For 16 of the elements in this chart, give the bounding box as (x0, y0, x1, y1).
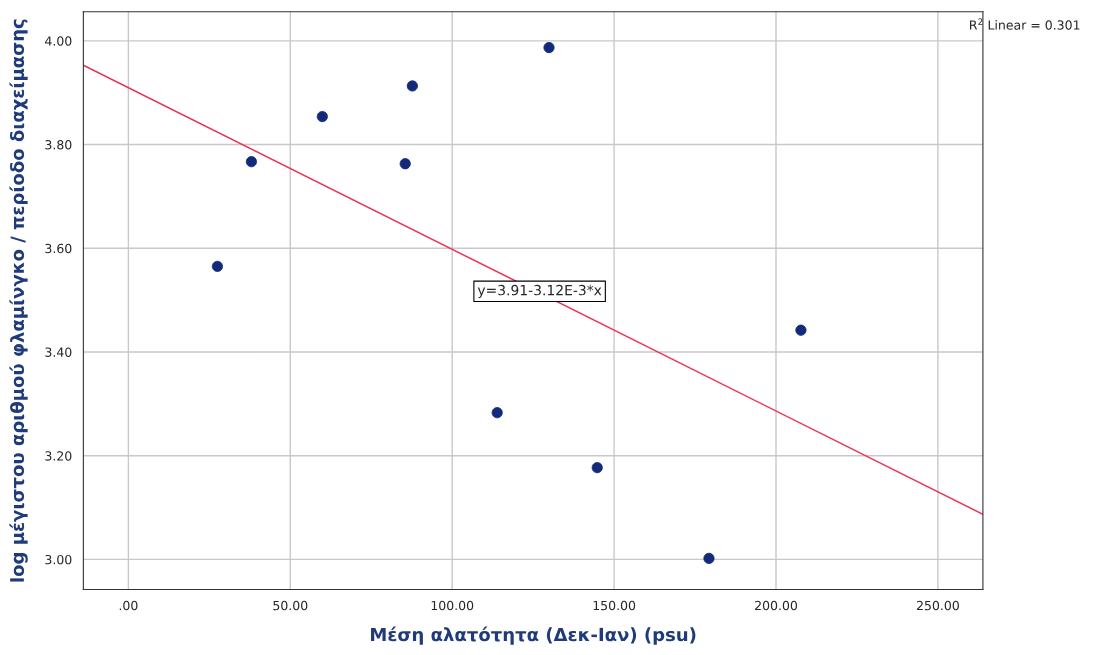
y-tick-label: 3.00 (45, 554, 72, 565)
x-tick-label: 150.00 (593, 600, 636, 611)
x-tick-label: 100.00 (431, 600, 474, 611)
y-tick-label: 3.80 (45, 140, 72, 150)
x-tick-label: .00 (119, 600, 138, 611)
x-tick-label: 250.00 (916, 600, 959, 611)
y-tick-label: 3.60 (45, 243, 72, 254)
y-tick-label: 3.20 (45, 451, 72, 461)
x-tick-label: 50.00 (273, 600, 308, 611)
y-axis-title: log μέγιστου αριθμού φλαμίνγκο / περίοδο διαχείμασης (9, 19, 28, 582)
annotation: R$^{2}$ Linear = 0.301 (970, 18, 1080, 30)
y-tick-label: 3.40 (45, 347, 72, 357)
x-axis-title: Μέση αλατότητα (Δεκ-Ιαν) (psu) (371, 626, 696, 645)
y-tick-label: 4.00 (45, 36, 72, 46)
annotation: y=3.91-3.12E-3*x (477, 284, 602, 299)
x-tick-label: 200.00 (755, 600, 798, 611)
